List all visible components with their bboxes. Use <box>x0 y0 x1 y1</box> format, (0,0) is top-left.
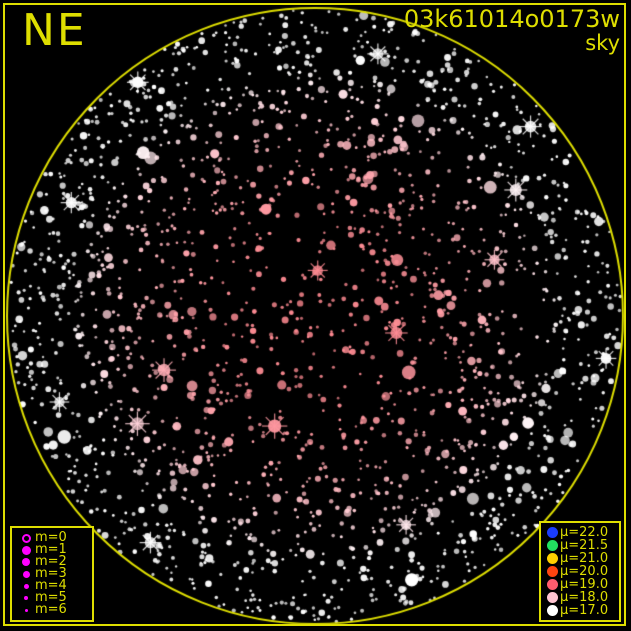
magnitude-symbol <box>17 604 35 616</box>
magnitude-symbol <box>17 544 35 556</box>
magnitude-legend: m=0 m=1 m=2 m=3 m=4 m=5 m=6 <box>10 526 94 622</box>
magnitude-legend-label: m=5 <box>35 590 67 605</box>
magnitude-symbol <box>17 568 35 580</box>
mu-color-swatch <box>545 527 560 539</box>
mu-legend-row: μ=19.0 <box>545 578 616 591</box>
mu-legend-label: μ=18.0 <box>560 590 609 605</box>
magnitude-legend-row: m=5 <box>17 590 88 605</box>
magnitude-legend-row: m=3 <box>17 566 88 581</box>
orientation-label-ne: NE <box>22 5 87 56</box>
mu-color-swatch <box>545 566 560 578</box>
mu-legend-row: μ=20.0 <box>545 565 616 578</box>
magnitude-legend-row: m=4 <box>17 578 88 593</box>
mu-legend-row: μ=21.0 <box>545 552 616 565</box>
mu-legend-row: μ=21.5 <box>545 539 616 552</box>
mu-legend-label: μ=19.0 <box>560 577 609 592</box>
magnitude-symbol <box>17 556 35 568</box>
mu-legend-label: μ=20.0 <box>560 564 609 579</box>
magnitude-legend-label: m=2 <box>35 554 67 569</box>
magnitude-legend-label: m=0 <box>35 530 67 545</box>
magnitude-legend-row: m=2 <box>17 554 88 569</box>
magnitude-legend-row: m=1 <box>17 542 88 557</box>
mu-color-swatch <box>545 553 560 565</box>
magnitude-legend-label: m=4 <box>35 578 67 593</box>
magnitude-legend-label: m=1 <box>35 542 67 557</box>
mu-legend-row: μ=22.0 <box>545 526 616 539</box>
magnitude-legend-label: m=6 <box>35 602 67 617</box>
mu-color-swatch <box>545 579 560 591</box>
mu-legend-row: μ=18.0 <box>545 591 616 604</box>
surface-brightness-legend: μ=22.0 μ=21.5 μ=21.0 μ=20.0 μ=19.0 μ=18.0 μ=17… <box>539 521 621 622</box>
magnitude-symbol <box>17 580 35 592</box>
page-title: 03k61014o0173w <box>403 5 620 33</box>
magnitude-legend-row: m=0 <box>17 530 88 545</box>
magnitude-symbol <box>17 532 35 544</box>
mu-legend-row: μ=17.0 <box>545 604 616 617</box>
mu-legend-label: μ=21.0 <box>560 551 609 566</box>
mu-legend-label: μ=22.0 <box>560 525 609 540</box>
page-subtitle: sky <box>585 31 620 55</box>
magnitude-symbol <box>17 592 35 604</box>
mu-legend-label: μ=21.5 <box>560 538 609 553</box>
magnitude-legend-label: m=3 <box>35 566 67 581</box>
magnitude-legend-row: m=6 <box>17 602 88 617</box>
mu-color-swatch <box>545 592 560 604</box>
chart-title-block: 03k61014o0173w sky <box>404 7 620 55</box>
mu-legend-label: μ=17.0 <box>560 603 609 618</box>
mu-color-swatch <box>545 540 560 552</box>
mu-color-swatch <box>545 605 560 617</box>
